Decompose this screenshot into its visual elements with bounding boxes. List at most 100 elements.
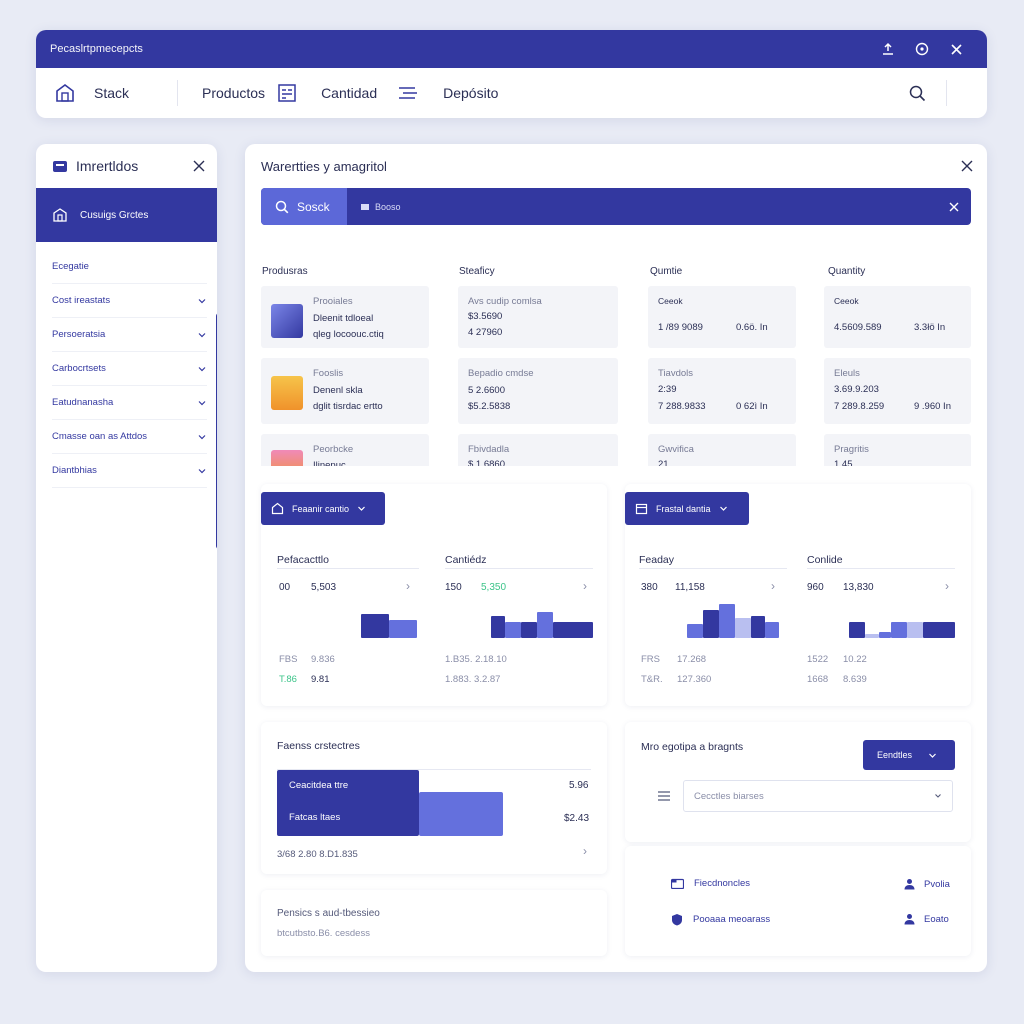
column-header: Qumtie	[650, 266, 683, 277]
chart-bar	[505, 622, 521, 638]
chart-bar	[907, 622, 923, 638]
quantity-tile: Tiavdols 2:39 7 288.9833 0 62ì In	[648, 358, 796, 424]
sidebar-item[interactable]: Eatudnanasha	[52, 386, 207, 420]
metric-value: 5,350	[481, 582, 507, 593]
nav-label-productos: Productos	[202, 85, 266, 101]
quantity-tile: Ceeok 1 /89 9089 0.6ö. In	[648, 286, 796, 348]
main-panel: Warertties y amagritol Sosck Produsras S…	[245, 144, 987, 972]
product-jar-icon	[271, 450, 303, 470]
search-input[interactable]	[369, 188, 937, 225]
sidebar-title: Imrertldos	[76, 158, 139, 174]
chart-bar	[891, 622, 907, 638]
search-bar: Sosck	[261, 188, 971, 225]
chart-bar	[719, 604, 735, 638]
chevron-right-icon[interactable]: ›	[583, 844, 587, 858]
chevron-down-icon	[197, 398, 207, 408]
chevron-down-icon	[719, 504, 728, 513]
app-window-header: Pecaslrtpmecepcts Stack Productos Cantid…	[36, 30, 987, 118]
divider	[277, 769, 591, 770]
upload-icon[interactable]	[871, 30, 905, 68]
product-tile[interactable]: Prooiales Dleenit tdloeal qleg locoouc.c…	[261, 286, 429, 348]
metric-value: 960	[807, 582, 824, 593]
sidebar-item-active[interactable]: Cusuigs Grctes	[36, 188, 217, 242]
metric-title: Conlide	[807, 554, 843, 566]
sidebar-item[interactable]: Diantbhias	[52, 454, 207, 488]
calendar-icon	[635, 502, 648, 515]
chart-bar	[923, 622, 955, 638]
divider	[277, 568, 419, 569]
quantity-tile: Pragritis 1.45	[824, 434, 971, 470]
folder-icon	[361, 203, 369, 211]
column-header: Steaficy	[459, 266, 495, 277]
help-icon[interactable]	[905, 30, 939, 68]
sidebar: Imrertldos Cusuigs Grctes Ecegatie Cost …	[36, 144, 217, 972]
stock-tile: Bepadio cmdse 5 2.6600 $5.2.5838	[458, 358, 618, 424]
sidebar-scrollbar[interactable]	[216, 313, 217, 549]
chart-bar	[537, 612, 553, 638]
warehouse-icon	[54, 82, 76, 104]
search-icon	[275, 200, 289, 214]
filter-dropdown[interactable]: Eendtles	[863, 740, 955, 770]
chevron-down-icon	[197, 296, 207, 306]
metric-value: 13,830	[843, 582, 874, 593]
search-button[interactable]: Sosck	[261, 188, 347, 225]
close-icon[interactable]	[939, 30, 973, 68]
sidebar-item[interactable]: Carbocrtsets	[52, 352, 207, 386]
product-tile[interactable]: Fooslis Denenl skla dglit tisrdac ertto	[261, 358, 429, 424]
chevron-right-icon[interactable]: ›	[771, 579, 775, 593]
action-row[interactable]: Fiecdnoncles	[671, 878, 750, 889]
chevron-right-icon[interactable]: ›	[945, 579, 949, 593]
close-icon[interactable]	[193, 160, 205, 172]
chart-bar	[865, 634, 879, 638]
users-icon	[903, 878, 916, 890]
list-icon	[397, 84, 419, 102]
column-header: Quantity	[828, 266, 866, 277]
clear-icon[interactable]	[937, 188, 971, 225]
metric-title: Pefacacttlo	[277, 554, 329, 566]
stock-breakdown-card: Faenss crstectres Ceacitdea ttre Fatcas …	[261, 722, 607, 874]
divider	[639, 568, 787, 569]
chart-bar	[849, 622, 865, 638]
nav-item-cantidad[interactable]: Cantidad	[321, 84, 419, 102]
metrics-dropdown[interactable]: Frastal dantia	[625, 492, 749, 525]
product-tile[interactable]: Peorbcke Ilinepuc	[261, 434, 429, 470]
close-icon[interactable]	[961, 160, 973, 172]
menu-icon	[657, 790, 671, 802]
chevron-right-icon[interactable]: ›	[406, 579, 410, 593]
actions-card: Fiecdnoncles Pvolia Pooaaa meoarass Eoat…	[625, 846, 971, 956]
metric-title: Cantiédz	[445, 554, 487, 566]
metric-value: 11,158	[675, 582, 705, 593]
action-row[interactable]: Pooaaa meoarass	[671, 913, 770, 926]
metrics-dropdown[interactable]: Feaanir cantio	[261, 492, 385, 525]
divider	[807, 568, 955, 569]
chart-bar	[521, 622, 537, 638]
chart-bar	[751, 616, 765, 638]
action-link[interactable]: Pvolia	[903, 878, 950, 890]
sidebar-item[interactable]: Ecegatie	[52, 250, 207, 284]
nav-item-deposito[interactable]: Depósito	[443, 85, 498, 101]
nav-item-productos[interactable]: Productos	[202, 83, 297, 103]
search-icon[interactable]	[909, 85, 926, 102]
chevron-down-icon	[928, 751, 937, 760]
category-select[interactable]: Cecctles biarses	[683, 780, 953, 812]
title-bar: Pecaslrtpmecepcts	[36, 30, 987, 68]
stock-tile: Avs cudip comlsa $3.5690 4 27960	[458, 286, 618, 348]
divider	[946, 80, 947, 106]
action-link[interactable]: Eoato	[903, 913, 949, 925]
chevron-right-icon[interactable]: ›	[583, 579, 587, 593]
nav-label-deposito: Depósito	[443, 85, 499, 101]
nav-label-cantidad: Cantidad	[321, 85, 378, 101]
metric-value: 5,503	[311, 582, 337, 593]
nav-item-stack[interactable]: Stack	[54, 82, 129, 104]
quantity-tile: Ceeok 4.5609.589 3.3łö In	[824, 286, 971, 348]
chart-bar	[553, 622, 593, 638]
sidebar-header: Imrertldos	[36, 144, 217, 188]
chevron-down-icon	[197, 466, 207, 476]
sidebar-item[interactable]: Cost ireastats	[52, 284, 207, 318]
sidebar-item[interactable]: Persoeratsia	[52, 318, 207, 352]
box-icon	[52, 207, 68, 223]
product-jar-icon	[271, 376, 303, 410]
sidebar-item[interactable]: Cmasse oan as Attdos	[52, 420, 207, 454]
chevron-down-icon	[197, 364, 207, 374]
quantity-tile: Gwvifica 21	[648, 434, 796, 470]
